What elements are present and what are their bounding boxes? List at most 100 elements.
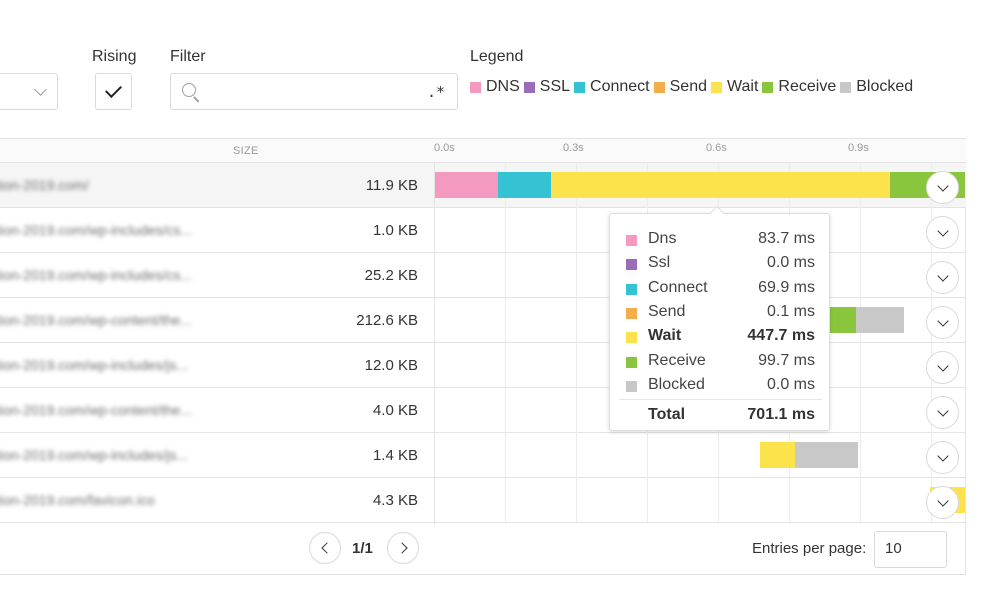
regex-indicator: .* (426, 83, 445, 101)
expand-row-button[interactable] (926, 261, 959, 294)
legend-swatch (653, 81, 665, 93)
tooltip-row-blocked: Blocked 0.0 ms (610, 374, 831, 398)
expand-row-button[interactable] (926, 396, 959, 429)
chevron-down-icon (937, 225, 949, 237)
tooltip-row-label: Dns (648, 230, 677, 247)
legend-label: DNS (486, 78, 520, 95)
table-row[interactable]: tion-2019.com/wp-includes/js... 12.0 KB (0, 343, 966, 388)
tooltip-row-value: 69.9 ms (758, 278, 815, 296)
request-url: tion-2019.com/wp-includes/js... (0, 447, 189, 463)
filter-input[interactable]: .* (170, 73, 458, 110)
receive-bar-segment[interactable] (828, 307, 856, 333)
filter-label: Filter (170, 48, 206, 65)
table-row[interactable]: tion-2019.com/favicon.ico 4.3 KB (0, 478, 966, 523)
table-row[interactable]: tion-2019.com/wp-includes/cs... 1.0 KB (0, 208, 966, 253)
request-size: 1.0 KB (372, 222, 418, 239)
timeline-gridline (860, 163, 861, 524)
timeline-tick-label: 0.6s (706, 142, 727, 154)
rising-label: Rising (92, 48, 137, 65)
legend-item-wait: Wait (711, 78, 758, 96)
waterfall-table: SIZE 0.0s 0.3s 0.6s 0.9s tion-2019.com/ … (0, 138, 966, 575)
expand-row-button[interactable] (926, 171, 959, 204)
entries-per-page-input[interactable]: 10 (874, 531, 947, 568)
table-row[interactable]: tion-2019.com/wp-includes/cs... 25.2 KB (0, 253, 966, 298)
tooltip-row-value: 0.0 ms (766, 254, 815, 272)
tooltip-row-value: 99.7 ms (758, 351, 815, 369)
dns-bar-segment[interactable] (435, 172, 498, 198)
wait-bar-segment[interactable] (760, 442, 795, 468)
tooltip-row-receive: Receive 99.7 ms (610, 350, 831, 374)
chevron-down-icon (937, 270, 949, 282)
blocked-bar-segment[interactable] (856, 307, 904, 333)
entries-per-page-label: Entries per page: (752, 540, 867, 557)
timeline-tick-label: 0.0s (434, 142, 455, 154)
tooltip-swatch (626, 259, 637, 271)
previous-page-button[interactable] (309, 532, 341, 564)
legend-swatch (470, 81, 481, 93)
blocked-bar-segment[interactable] (795, 442, 858, 468)
tooltip-total-value: 701.1 ms (747, 406, 815, 423)
tooltip-swatch (626, 332, 637, 344)
legend-item-ssl: SSL (523, 78, 570, 96)
chevron-down-icon (937, 450, 949, 462)
legend-item-blocked: Blocked (840, 78, 913, 96)
tooltip-row-connect: Connect 69.9 ms (610, 277, 831, 301)
legend-swatch (711, 81, 722, 93)
rising-checkbox[interactable] (95, 73, 132, 110)
timing-tooltip: Total 701.1 ms Dns 83.7 ms Ssl 0.0 ms Connec… (609, 205, 831, 431)
timeline-gridline (931, 163, 932, 524)
request-url: tion-2019.com/ (0, 177, 89, 193)
next-page-button[interactable] (387, 532, 419, 564)
request-url: tion-2019.com/wp-includes/cs... (0, 267, 193, 283)
legend: DNS SSL Connect Send Wait Receive Blocked (470, 78, 917, 96)
legend-swatch (762, 81, 774, 93)
wait-bar-segment[interactable] (551, 172, 890, 198)
tooltip-row-label: Receive (648, 351, 706, 369)
expand-row-button[interactable] (926, 216, 959, 249)
expand-row-button[interactable] (926, 441, 959, 474)
table-row[interactable]: tion-2019.com/wp-includes/js... 1.4 KB (0, 433, 966, 478)
expand-row-button[interactable] (926, 486, 959, 519)
legend-label: Blocked (856, 78, 914, 95)
tooltip-total-row: Total 701.1 ms (610, 404, 831, 428)
expand-row-button[interactable] (926, 306, 959, 339)
tooltip-swatch (626, 356, 637, 368)
tooltip-swatch (626, 307, 637, 319)
tooltip-row-value: 447.7 ms (747, 327, 815, 345)
tooltip-row-send: Send 0.1 ms (610, 301, 831, 325)
table-row[interactable]: tion-2019.com/wp-content/the... 4.0 KB (0, 388, 966, 433)
request-url: tion-2019.com/favicon.ico (0, 492, 155, 508)
legend-label: Connect (590, 78, 650, 95)
chevron-down-icon (937, 180, 949, 192)
legend-swatch (840, 81, 852, 93)
chevron-down-icon (937, 315, 949, 327)
chevron-right-icon (396, 542, 408, 554)
timeline-tick-label: 0.3s (563, 142, 584, 154)
timeline-gridline (576, 163, 577, 524)
expand-row-button[interactable] (926, 351, 959, 384)
legend-item-receive: Receive (762, 78, 836, 96)
legend-item-send: Send (653, 78, 707, 96)
request-size: 1.4 KB (372, 447, 418, 464)
request-size: 25.2 KB (364, 267, 418, 284)
request-url: tion-2019.com/wp-includes/cs... (0, 222, 193, 238)
chevron-left-icon (321, 542, 333, 554)
tooltip-row-label: Blocked (648, 375, 705, 393)
legend-swatch (523, 81, 535, 93)
legend-label: Wait (727, 78, 759, 95)
request-url: tion-2019.com/wp-content/the... (0, 402, 193, 418)
table-header: SIZE 0.0s 0.3s 0.6s 0.9s (0, 138, 966, 163)
request-url: tion-2019.com/wp-content/the... (0, 312, 193, 328)
chevron-down-icon (34, 83, 47, 96)
tooltip-divider (619, 399, 822, 400)
connect-bar-segment[interactable] (498, 172, 551, 198)
sort-select[interactable] (0, 73, 58, 110)
checkmark-icon (105, 81, 122, 98)
request-size: 4.3 KB (372, 492, 418, 509)
size-column-header: SIZE (233, 145, 259, 157)
search-icon (182, 83, 196, 97)
tooltip-total-label: Total (648, 406, 686, 423)
table-row[interactable]: tion-2019.com/wp-content/the... 212.6 KB (0, 298, 966, 343)
legend-swatch (574, 81, 586, 93)
tooltip-row-label: Ssl (648, 254, 671, 272)
